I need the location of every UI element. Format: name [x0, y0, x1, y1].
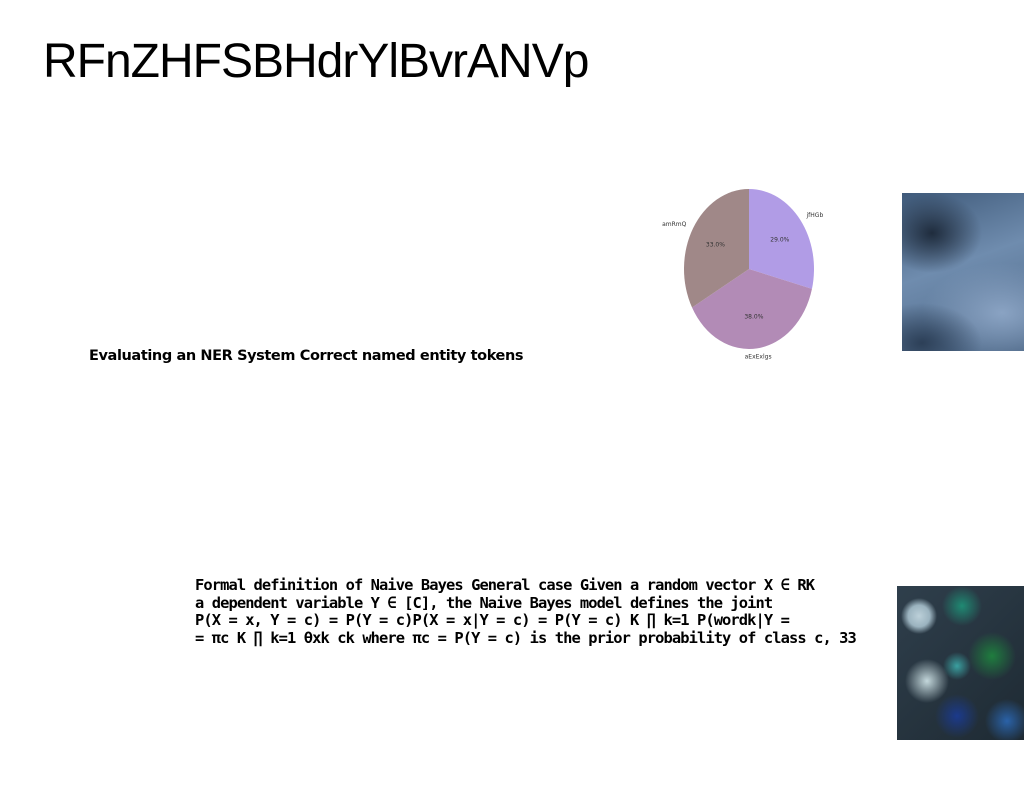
- definition-line: P(X = x, Y = c) = P(Y = c)P(X = x|Y = c)…: [195, 611, 790, 630]
- slide-title: RFnZHFSBHdrYlBvrANVp: [43, 35, 589, 88]
- photo-food-bowls: [897, 586, 1024, 740]
- pie-pct-label: 33.0%: [706, 242, 725, 249]
- definition-line: a dependent variable Y ∈ [C], the Naive …: [195, 593, 773, 612]
- pie-category-label: jfHGb: [806, 212, 824, 219]
- naive-bayes-definition-text: Formal definition of Naive Bayes General…: [195, 576, 895, 648]
- pie-slice-aExExlgs: [692, 269, 812, 349]
- pie-pct-label: 29.0%: [770, 237, 789, 244]
- pie-category-label: aExExlgs: [745, 353, 772, 360]
- pie-slice-amRmQ: [684, 189, 749, 308]
- definition-line: Formal definition of Naive Bayes General…: [195, 576, 815, 594]
- pie-slice-jfHGb: [749, 189, 814, 289]
- photo-people-shadows: [902, 193, 1024, 351]
- definition-line: = πc K ∏ k=1 θxk ck where πc = P(Y = c) …: [195, 629, 857, 648]
- pie-category-label: amRmQ: [662, 221, 687, 228]
- pie-pct-label: 38.0%: [744, 314, 763, 321]
- pie-chart: 29.0% jfHGb 38.0% aExExlgs 33.0% amRmQ: [662, 189, 824, 360]
- ner-evaluation-text: Evaluating an NER System Correct named e…: [89, 348, 524, 364]
